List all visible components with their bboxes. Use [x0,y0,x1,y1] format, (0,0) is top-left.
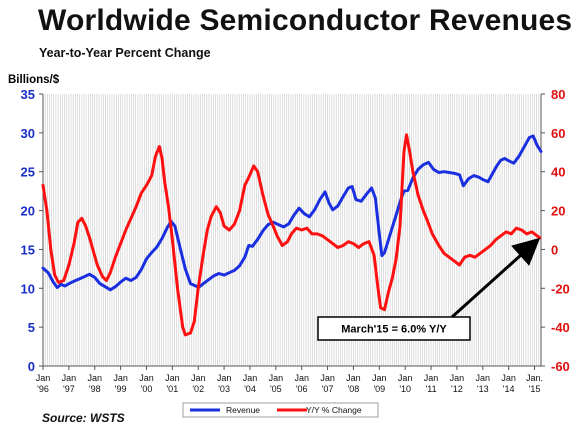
right-tick-label: -60 [551,359,570,374]
x-tick-label-year: '97 [63,384,75,394]
right-tick-label: 60 [551,126,565,141]
x-axis-ticks: Jan'96Jan'97Jan'98Jan'99Jan'00Jan'01Jan'… [36,366,543,394]
legend-label-y-y-change: Y/Y % Change [306,405,362,415]
legend-label-revenue: Revenue [226,405,260,415]
x-tick-label-month: Jan [191,373,206,383]
x-tick-label-month: Jan [217,373,232,383]
right-tick-label: 80 [551,87,565,102]
x-tick-label-month: Jan [450,373,465,383]
x-tick-label-year: '14 [503,384,515,394]
annotation-box [317,316,471,341]
right-tick-label: -20 [551,281,570,296]
x-tick-label-year: '06 [296,384,308,394]
x-tick-label-year: '10 [399,384,411,394]
x-tick-label-month: Jan [269,373,284,383]
x-tick-label-year: '09 [373,384,385,394]
series-line-y-y-change [41,133,542,337]
x-tick-label-year: '12 [451,384,463,394]
left-tick-label: 25 [21,165,35,180]
x-tick-label-year: '98 [89,384,101,394]
x-tick-label-year: '05 [270,384,282,394]
x-tick-label-month: Jan [139,373,154,383]
x-tick-label-month: Jan [424,373,439,383]
x-tick-label-year: '03 [218,384,230,394]
x-tick-label-year: '02 [192,384,204,394]
left-tick-label: 20 [21,204,35,219]
left-tick-label: 0 [28,359,35,374]
x-tick-label-month: Jan [113,373,128,383]
left-axis-unit-label: Billions/$ [8,74,60,86]
x-tick-label-year: '15 [529,384,541,394]
annotation: March'15 = 6.0% Y/Y [317,237,541,341]
x-tick-label-month: Jan [294,373,309,383]
annotation-text: March'15 = 6.0% Y/Y [341,324,447,336]
left-tick-label: 30 [21,126,35,141]
chart-title: Worldwide Semiconductor Revenues [38,4,573,37]
chart-subtitle: Year-to-Year Percent Change [39,46,211,60]
left-tick-label: 35 [21,87,35,102]
x-tick-label-year: '01 [166,384,178,394]
x-tick-label-month: Jan. [526,373,543,383]
x-tick-label-month: Jan [62,373,77,383]
x-tick-label-year: '96 [37,384,49,394]
x-tick-label-month: Jan [398,373,413,383]
left-tick-label: 15 [21,242,35,257]
x-tick-label-month: Jan [501,373,516,383]
right-tick-label: -40 [551,320,570,335]
legend: Revenue Y/Y % Change [182,402,379,418]
x-tick-label-month: Jan [243,373,258,383]
x-tick-label-year: '07 [322,384,334,394]
x-tick-label-month: Jan [476,373,491,383]
left-tick-label: 10 [21,281,35,296]
x-tick-label-month: Jan [165,373,180,383]
x-tick-label-year: '00 [141,384,153,394]
series-lines [41,133,543,337]
annotation-arrow [450,237,541,319]
chart-axes [42,94,542,367]
x-tick-label-month: Jan [87,373,102,383]
x-tick-label-year: '08 [348,384,360,394]
right-tick-label: 40 [551,165,565,180]
series-line-revenue [41,134,543,292]
right-tick-label: 20 [551,204,565,219]
left-tick-label: 5 [28,320,35,335]
left-axis-ticks: 0 5 10 15 20 25 30 35 [21,87,43,374]
x-tick-label-month: Jan [346,373,361,383]
right-axis-ticks: -60 -40 -20 0 20 40 60 80 [541,87,570,374]
x-tick-label-month: Jan [372,373,387,383]
x-tick-label-month: Jan [36,373,51,383]
x-tick-label-month: Jan [320,373,335,383]
source-note: Source: WSTS [42,411,125,425]
right-tick-label: 0 [551,242,558,257]
x-tick-label-year: '04 [244,384,256,394]
x-tick-label-year: '11 [426,384,437,394]
x-tick-label-year: '99 [115,384,127,394]
x-tick-label-year: '13 [477,384,489,394]
